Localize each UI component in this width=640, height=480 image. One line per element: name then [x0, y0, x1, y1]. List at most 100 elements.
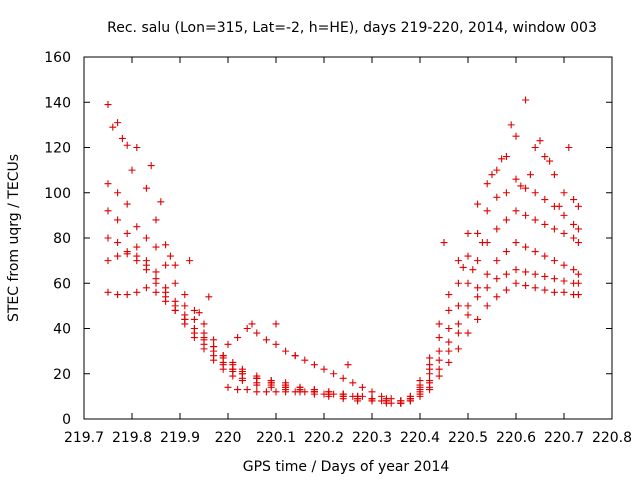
data-point	[253, 329, 261, 337]
data-point	[570, 234, 578, 242]
data-point	[502, 189, 510, 197]
data-point	[464, 311, 472, 319]
data-point	[493, 257, 501, 265]
data-point	[114, 291, 122, 299]
data-point	[502, 286, 510, 294]
data-point	[104, 207, 112, 215]
data-point	[445, 347, 453, 355]
data-point	[488, 171, 496, 179]
data-point	[435, 365, 443, 373]
data-point	[272, 340, 280, 348]
data-point	[574, 270, 582, 278]
data-point	[416, 392, 424, 400]
data-point	[531, 189, 539, 197]
data-point	[190, 325, 198, 332]
data-point	[483, 207, 491, 215]
data-point	[522, 243, 530, 251]
data-point	[454, 345, 462, 353]
y-tick-label: 40	[53, 322, 71, 338]
x-tick-label: 220.7	[544, 430, 584, 446]
data-point	[469, 266, 477, 274]
data-point	[531, 284, 539, 292]
data-point	[474, 315, 482, 323]
x-axis-label: GPS time / Days of year 2014	[243, 459, 450, 475]
data-point	[114, 216, 122, 224]
chart-title: Rec. salu (Lon=315, Lat=-2, h=HE), days …	[107, 20, 597, 36]
data-point	[454, 320, 462, 328]
data-point	[550, 288, 558, 296]
data-point	[378, 397, 386, 405]
data-point	[512, 279, 520, 287]
data-point	[157, 198, 165, 206]
data-point	[114, 189, 122, 197]
y-axis: 0 20 40 60 80 100 120 140 160	[44, 50, 612, 428]
data-point	[531, 248, 539, 256]
data-point	[142, 184, 150, 192]
data-point	[205, 293, 213, 301]
data-point	[190, 306, 198, 314]
data-point	[200, 320, 208, 328]
data-point	[320, 365, 328, 373]
data-point	[171, 306, 179, 314]
data-point	[152, 243, 160, 251]
data-point	[502, 153, 510, 161]
data-point	[498, 155, 506, 163]
data-point	[104, 234, 112, 242]
data-point	[162, 288, 170, 296]
data-point	[435, 320, 443, 328]
data-point	[560, 288, 568, 296]
data-points	[104, 96, 582, 407]
data-point	[517, 182, 525, 190]
data-point	[454, 257, 462, 265]
data-point	[483, 284, 491, 292]
data-point	[483, 180, 491, 188]
data-point	[262, 336, 270, 344]
data-point	[133, 223, 141, 231]
data-point	[531, 216, 539, 224]
data-point	[109, 123, 117, 131]
x-tick-label: 220.3	[352, 430, 392, 446]
x-tick-label: 219.8	[112, 430, 152, 446]
data-point	[570, 220, 578, 228]
data-point	[358, 383, 366, 391]
data-point	[123, 291, 131, 299]
data-point	[493, 193, 501, 201]
data-point	[502, 216, 510, 224]
x-tick-label: 220.5	[448, 430, 488, 446]
data-point	[445, 358, 453, 366]
data-point	[162, 241, 170, 249]
data-point	[445, 325, 453, 332]
data-point	[248, 320, 256, 328]
data-point	[238, 367, 246, 375]
data-point	[397, 399, 405, 407]
data-point	[238, 374, 246, 382]
data-point	[272, 388, 280, 396]
data-point	[190, 315, 198, 323]
x-tick-label: 220	[215, 430, 242, 446]
data-point	[474, 293, 482, 301]
data-point	[435, 347, 443, 355]
data-point	[445, 338, 453, 346]
data-point	[550, 257, 558, 265]
y-axis-label: STEC from uqrg / TECUs	[6, 154, 22, 322]
data-point	[474, 284, 482, 292]
data-point	[133, 288, 141, 296]
data-point	[526, 171, 534, 179]
data-point	[574, 202, 582, 210]
data-point	[152, 216, 160, 224]
data-point	[426, 354, 434, 362]
x-tick-label: 219.9	[160, 430, 200, 446]
data-point	[541, 196, 549, 204]
data-point	[550, 225, 558, 233]
data-point	[426, 386, 434, 394]
x-tick-label: 220.1	[256, 430, 296, 446]
data-point	[512, 239, 520, 247]
data-point	[114, 252, 122, 260]
data-point	[330, 370, 338, 378]
data-point	[282, 388, 290, 396]
data-point	[483, 270, 491, 278]
data-point	[550, 275, 558, 283]
data-point	[550, 171, 558, 179]
data-point	[454, 329, 462, 337]
data-point	[502, 248, 510, 256]
